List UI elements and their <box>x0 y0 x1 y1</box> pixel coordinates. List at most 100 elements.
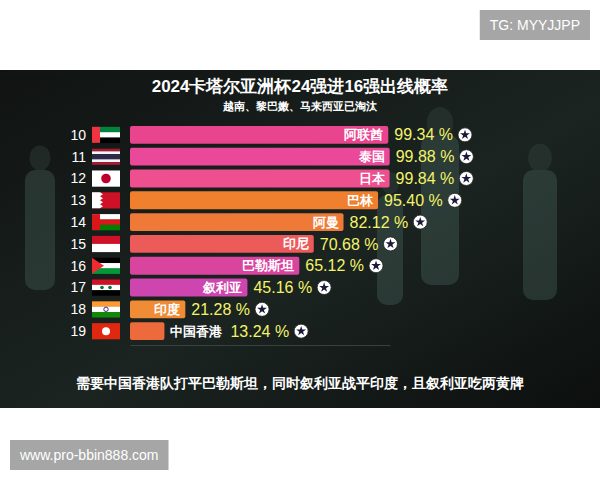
chart: 2024卡塔尔亚洲杯24强进16强出线概率越南、黎巴嫩、马来西亚已淘汰10111… <box>0 0 600 480</box>
flag-part <box>92 290 120 296</box>
rank-label: 13 <box>70 192 86 208</box>
ball-patch <box>415 217 425 226</box>
ball-patch <box>461 152 471 161</box>
flag-part <box>92 170 120 186</box>
rank-label: 12 <box>70 170 86 186</box>
ball-patch <box>319 282 329 291</box>
ball-body <box>255 302 269 316</box>
watermark: TG: MYYJJPP <box>480 10 590 40</box>
flag-part <box>92 159 120 162</box>
flag-part <box>92 192 103 208</box>
figure-body <box>377 195 403 305</box>
ball-patch <box>450 195 460 204</box>
category-label: 叙利亚 <box>202 280 242 295</box>
bar <box>130 126 388 144</box>
labels: 10111213141516171819阿联酋99.34 %泰国99.88 %日… <box>70 126 473 339</box>
flag-part <box>92 192 120 208</box>
data-label: 99.34 % <box>394 126 453 143</box>
flag-part <box>108 286 112 290</box>
flag-part <box>92 280 120 286</box>
data-label: 95.40 % <box>384 192 443 209</box>
flag-part <box>92 323 120 339</box>
watermark: www.pro-bbin888.com <box>10 440 169 470</box>
flag-part <box>101 174 111 184</box>
x-axis <box>131 345 391 346</box>
photo-background <box>0 70 600 408</box>
ball-body <box>448 193 462 207</box>
watermark-box <box>480 10 590 40</box>
flag <box>92 214 120 230</box>
data-label: 45.16 % <box>253 279 312 296</box>
data-label: 99.88 % <box>396 148 455 165</box>
data-label: 82.12 % <box>350 214 409 231</box>
category-label: 印尼 <box>283 236 309 251</box>
bar <box>130 170 390 188</box>
ball-icon <box>458 128 472 142</box>
bars <box>130 126 390 340</box>
flag-part <box>92 307 120 313</box>
ball-patch <box>371 261 381 270</box>
axis-line <box>131 345 391 346</box>
data-label: 99.84 % <box>396 170 455 187</box>
bar <box>130 279 247 297</box>
data-label: 13.24 % <box>230 323 289 340</box>
rank-label: 10 <box>70 127 86 143</box>
flag <box>92 170 120 186</box>
flag-part <box>92 236 120 244</box>
flag <box>92 127 120 143</box>
figure-head <box>528 144 552 173</box>
flag-part <box>104 307 108 311</box>
ball-patch <box>461 173 471 182</box>
flag <box>92 280 120 296</box>
category-label: 中国香港 <box>170 324 223 339</box>
flag <box>92 149 120 165</box>
page-background <box>0 0 600 480</box>
bar <box>130 300 185 318</box>
flag <box>92 258 120 274</box>
ball-body <box>458 128 472 142</box>
ball-body <box>459 150 473 164</box>
flag-part <box>92 157 120 160</box>
figure-body <box>523 170 557 300</box>
ball-icon <box>369 259 383 273</box>
ball-patch <box>296 326 306 335</box>
data-label: 70.68 % <box>320 236 379 253</box>
flag-part <box>92 127 100 143</box>
flag <box>92 192 120 208</box>
ball-icon <box>317 281 331 295</box>
ball-patch <box>257 304 267 313</box>
category-label: 巴林 <box>347 193 374 208</box>
flag-part <box>92 258 104 274</box>
rank-label: 18 <box>70 301 86 317</box>
subtitle: 越南、黎巴嫩、马来西亚已淘汰 <box>222 100 378 112</box>
flag-part <box>100 286 104 290</box>
rank-label: 14 <box>70 214 86 230</box>
rank-label: 19 <box>70 323 86 339</box>
flag-part <box>92 312 120 318</box>
category-label: 巴勒斯坦 <box>242 258 294 273</box>
ball-body <box>459 171 473 185</box>
background-figures <box>25 107 557 305</box>
watermark-box <box>10 440 169 470</box>
rank-label: 15 <box>70 236 86 252</box>
flag-part <box>92 151 120 154</box>
flag-part <box>92 214 100 230</box>
ball-icon <box>459 150 473 164</box>
ball-patch <box>460 130 470 139</box>
data-label: 65.12 % <box>305 257 364 274</box>
bar <box>130 257 299 275</box>
ball-patch <box>386 239 396 248</box>
category-label: 印度 <box>154 302 180 317</box>
flag-part <box>92 154 120 157</box>
ball-icon <box>459 171 473 185</box>
category-label: 日本 <box>359 171 386 186</box>
ball-body <box>317 281 331 295</box>
bar <box>130 235 314 253</box>
title: 2024卡塔尔亚洲杯24强进16强出线概率 <box>152 77 449 96</box>
ball-icon <box>413 215 427 229</box>
flag-part <box>102 327 110 335</box>
watermark-text: www.pro-bbin888.com <box>19 447 159 463</box>
flag-part <box>92 162 120 165</box>
ball-icon <box>448 193 462 207</box>
bar <box>130 191 378 209</box>
